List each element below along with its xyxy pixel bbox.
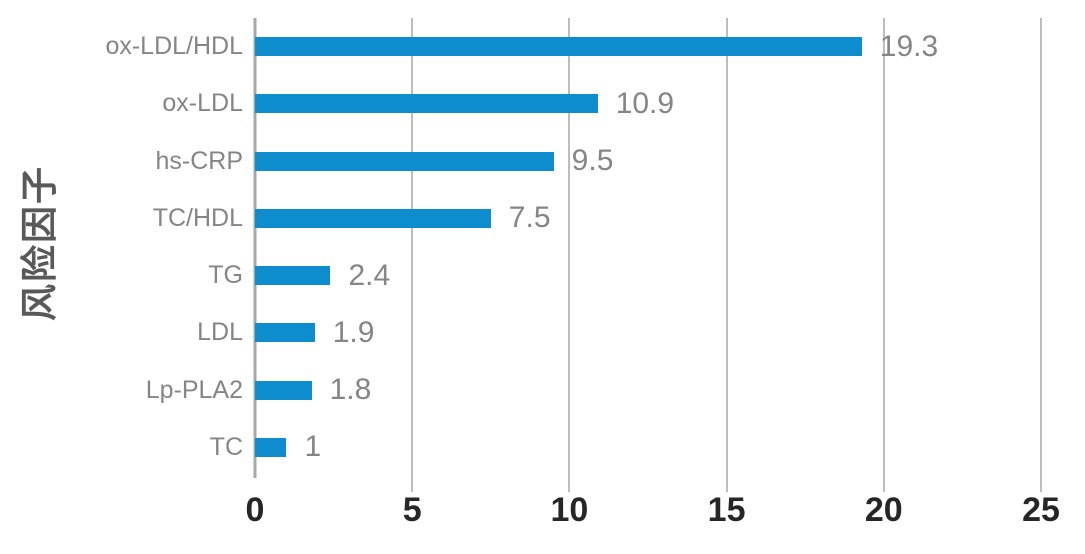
bar-row: 19.3 <box>255 18 1041 75</box>
bar <box>255 323 315 343</box>
category-axis: ox-LDL/HDL ox-LDL hs-CRP TC/HDL TG LDL Lp-PLA2… <box>60 18 243 476</box>
bar-row: 10.9 <box>255 75 1041 132</box>
category-label: hs-CRP <box>155 146 243 175</box>
category-label: TC <box>209 432 243 461</box>
value-label: 1.8 <box>329 373 372 407</box>
bar <box>255 151 554 171</box>
x-tick-label: 0 <box>245 491 265 529</box>
value-label: 2.4 <box>348 258 391 292</box>
value-label: 19.3 <box>879 29 939 63</box>
gridline <box>568 18 571 492</box>
category-label: LDL <box>197 318 243 347</box>
bar-series: 19.3 10.9 9.5 7.5 2.4 1.9 1.8 1 <box>255 18 1041 476</box>
gridline <box>882 18 885 492</box>
bar-row: 1.9 <box>255 304 1041 361</box>
x-tick-label: 20 <box>864 491 903 529</box>
category-label: TG <box>208 261 243 290</box>
x-tick-label: 10 <box>550 491 589 529</box>
gridline <box>411 18 414 492</box>
gridline <box>1040 18 1042 492</box>
value-label: 7.5 <box>508 201 551 235</box>
bar <box>255 37 862 57</box>
bar <box>255 380 312 400</box>
bar <box>255 94 598 114</box>
x-tick-label: 5 <box>402 491 422 529</box>
value-label: 1 <box>304 430 322 464</box>
bar-row: 1 <box>255 419 1041 476</box>
y-axis-line <box>253 18 257 478</box>
x-tick-label: 25 <box>1022 491 1060 529</box>
category-label: ox-LDL/HDL <box>105 32 243 61</box>
bar <box>255 266 331 286</box>
gridline <box>725 18 728 492</box>
bar <box>255 437 287 457</box>
plot-area: 19.3 10.9 9.5 7.5 2.4 1.9 1.8 1 0 5 10 15 20 25 <box>246 18 1060 529</box>
bar-row: 7.5 <box>255 190 1041 247</box>
value-label: 10.9 <box>615 86 675 120</box>
category-label: TC/HDL <box>152 203 243 232</box>
category-label: ox-LDL <box>162 89 243 118</box>
bar <box>255 208 491 228</box>
category-label: Lp-PLA2 <box>145 375 243 404</box>
y-axis-title: 风险因子 <box>19 165 60 321</box>
value-label: 9.5 <box>571 144 614 178</box>
x-tick-label: 15 <box>707 491 746 529</box>
bar-row: 1.8 <box>255 362 1041 419</box>
bar-row: 9.5 <box>255 133 1041 190</box>
bar-row: 2.4 <box>255 247 1041 304</box>
value-label: 1.9 <box>332 315 375 349</box>
